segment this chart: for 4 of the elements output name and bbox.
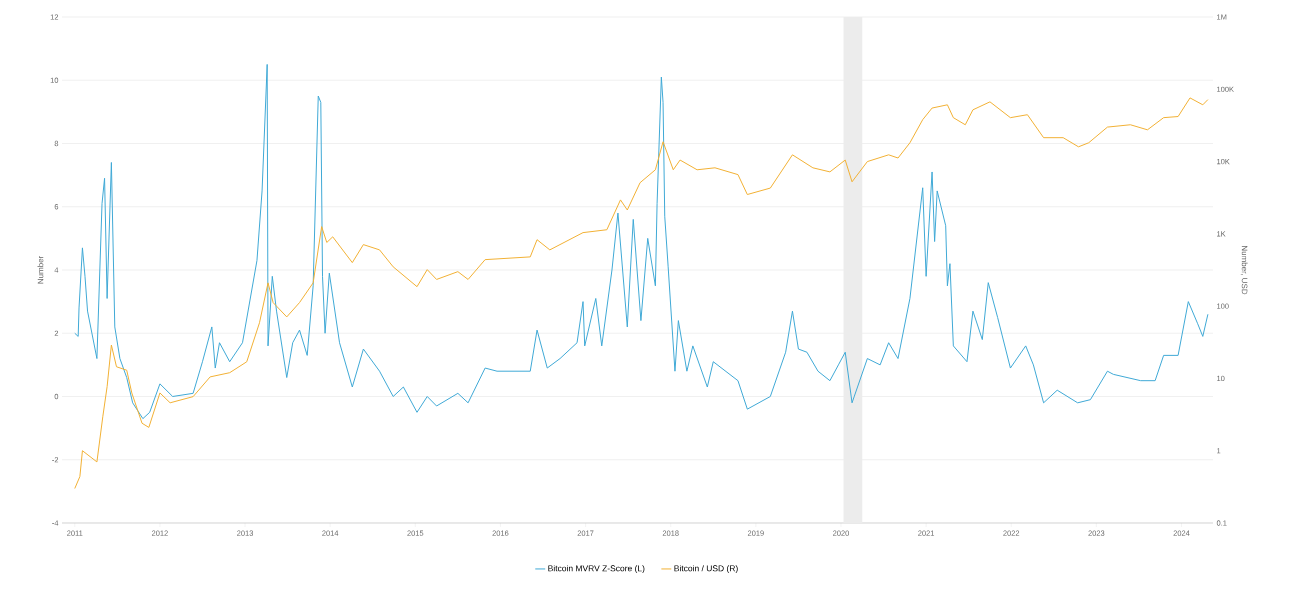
- line-series: [74, 97, 1209, 490]
- legend-label: Bitcoin MVRV Z-Score (L): [548, 565, 645, 574]
- line-series: [74, 63, 1209, 420]
- legend-label: Bitcoin / USD (R): [674, 565, 738, 574]
